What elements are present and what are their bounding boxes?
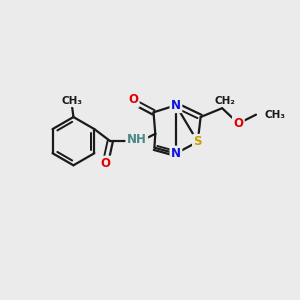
Text: CH₂: CH₂ (214, 96, 236, 106)
Text: S: S (194, 135, 202, 148)
Text: O: O (233, 117, 243, 130)
Text: CH₃: CH₃ (264, 110, 285, 120)
Text: CH₃: CH₃ (61, 96, 82, 106)
Text: N: N (171, 99, 181, 112)
Text: O: O (101, 157, 111, 170)
Text: N: N (171, 147, 181, 160)
Text: NH: NH (127, 133, 147, 146)
Text: O: O (128, 93, 138, 106)
